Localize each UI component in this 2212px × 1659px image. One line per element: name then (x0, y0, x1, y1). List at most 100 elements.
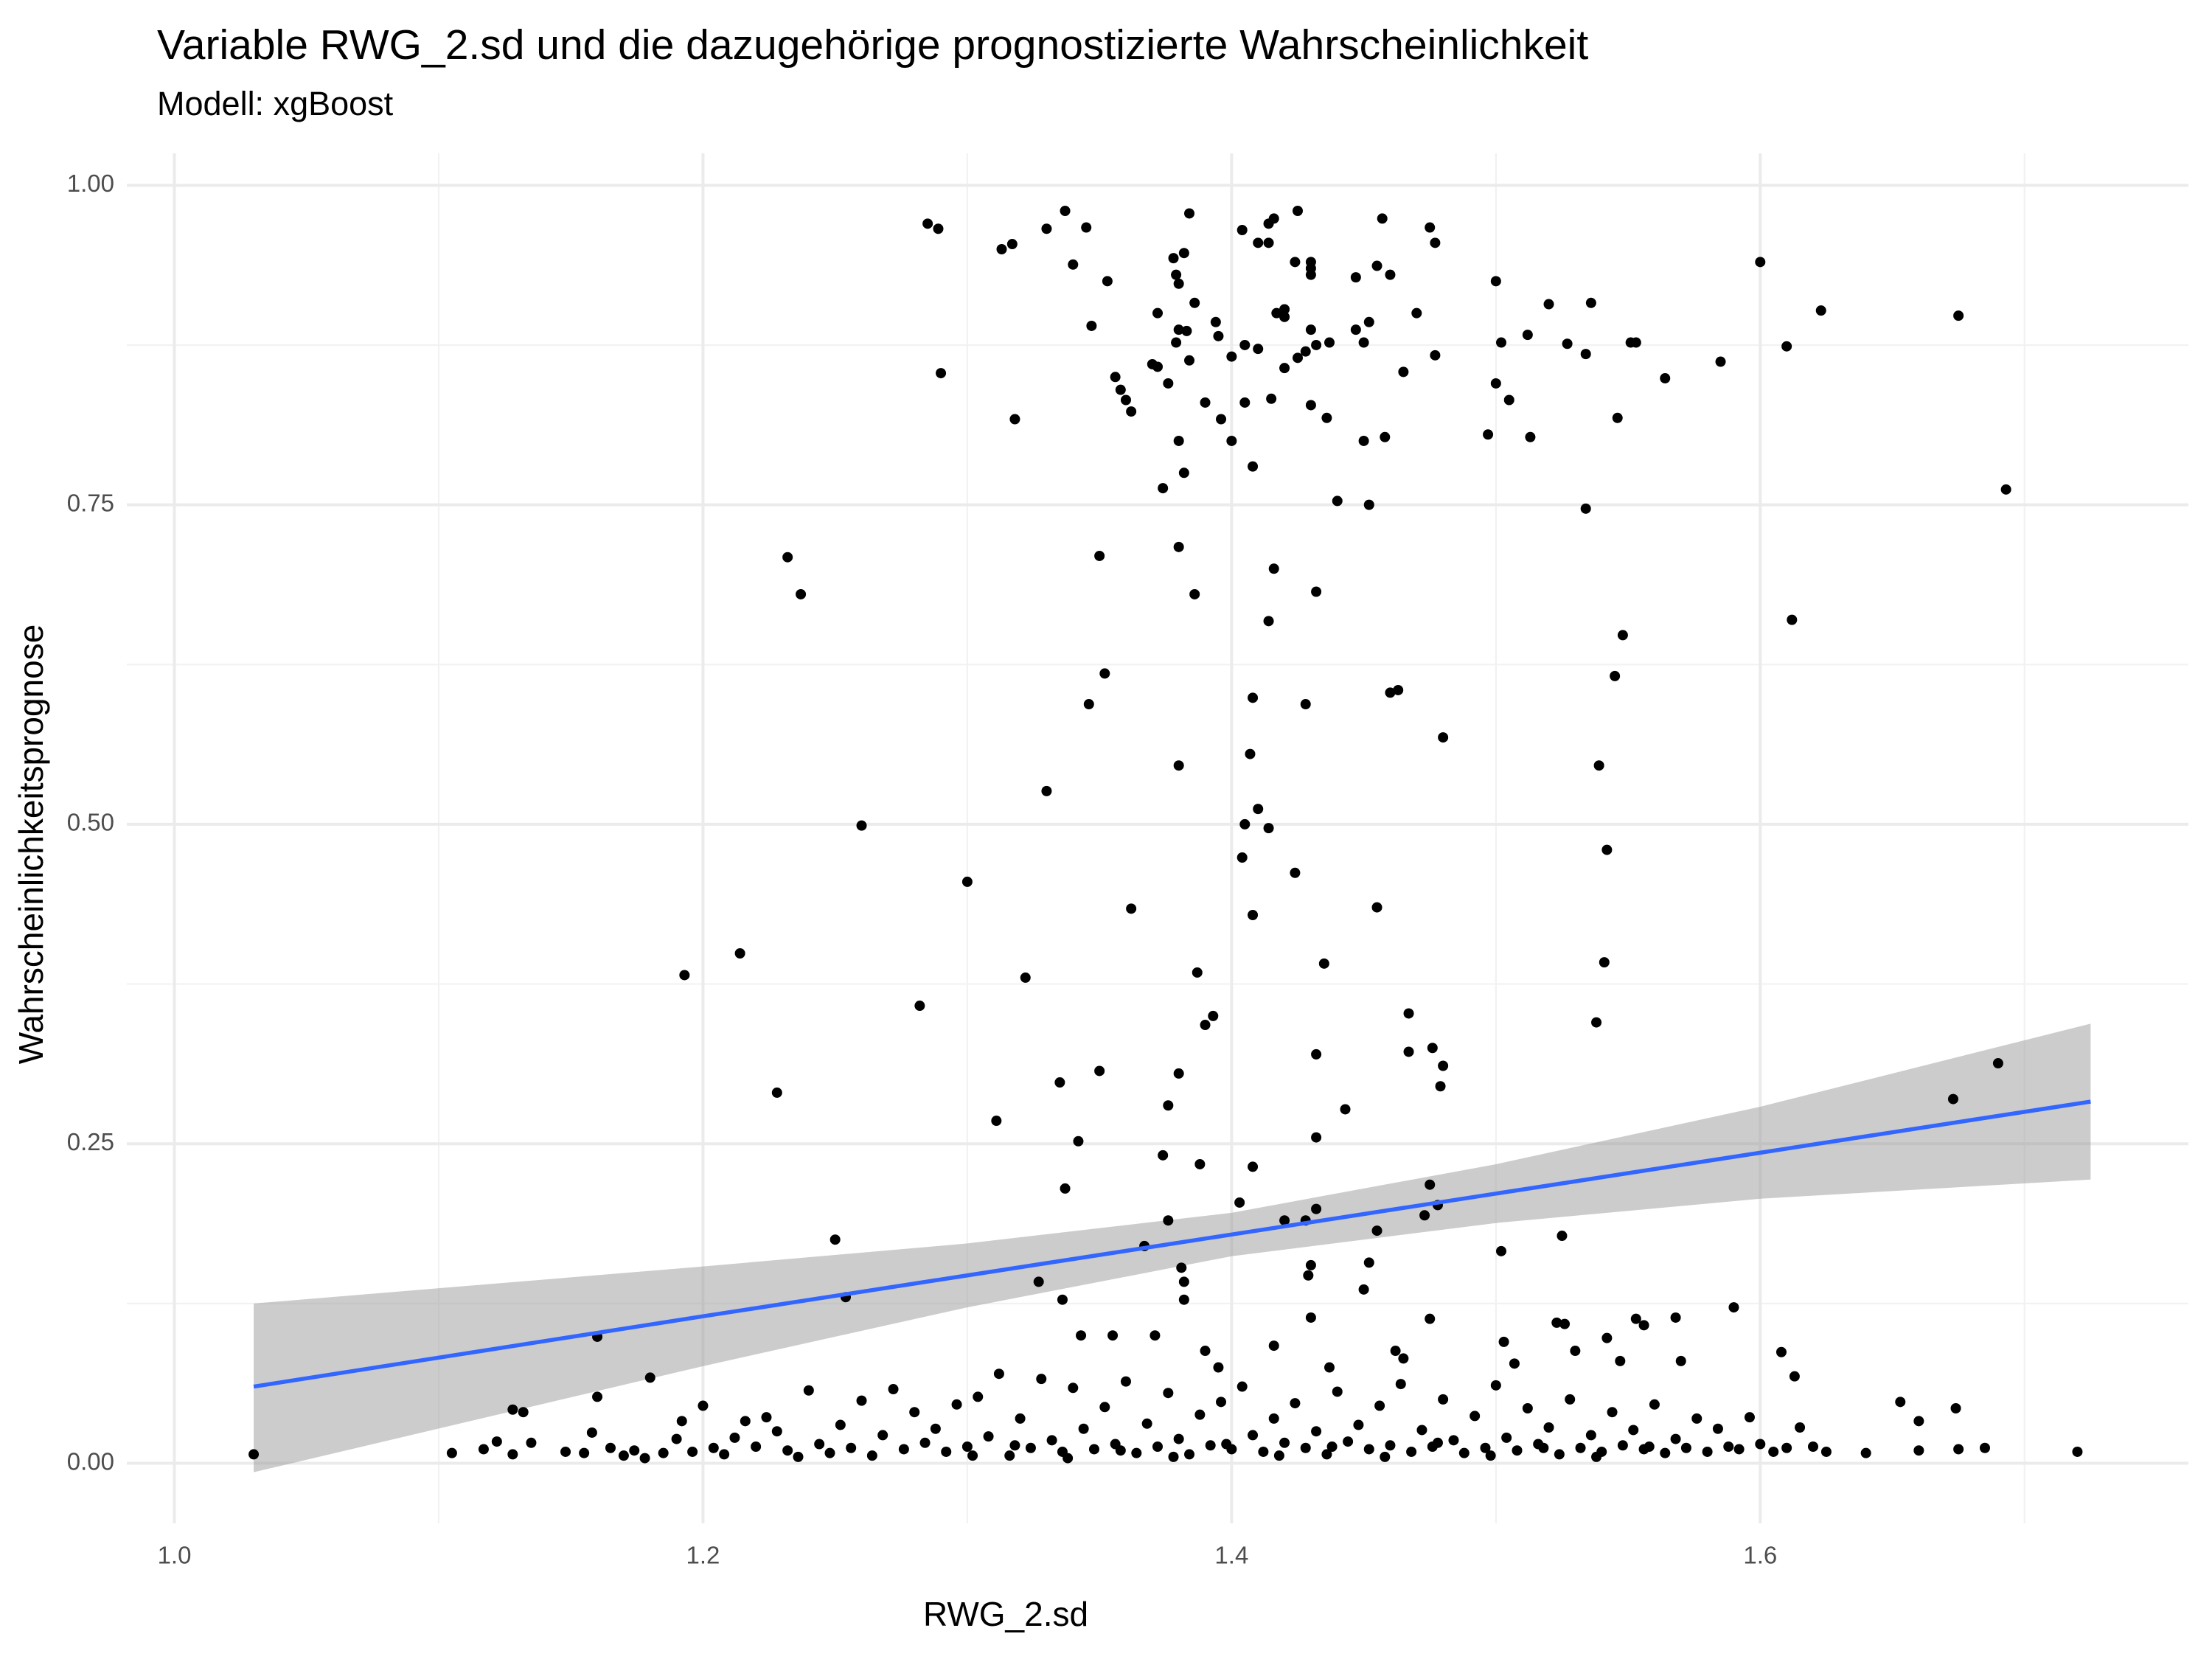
point (1271, 307, 1282, 319)
point (478, 1444, 489, 1455)
point (1425, 1313, 1436, 1324)
point (1612, 412, 1623, 423)
point (1599, 957, 1610, 968)
point (919, 1437, 931, 1448)
point (586, 1427, 597, 1438)
point (1490, 1380, 1501, 1391)
point (248, 1449, 260, 1460)
point (1660, 373, 1671, 384)
point (1200, 1346, 1211, 1357)
point (1152, 1441, 1163, 1453)
point (856, 1395, 867, 1406)
point (2000, 484, 2011, 495)
point (1068, 1382, 1079, 1394)
point (1083, 699, 1094, 710)
point (1512, 1445, 1523, 1456)
point (708, 1442, 719, 1453)
point (1173, 324, 1184, 335)
point (1580, 349, 1591, 360)
point (1094, 550, 1105, 561)
point (1610, 670, 1621, 681)
x-axis-title: RWG_2.sd (923, 1595, 1088, 1633)
point (877, 1430, 888, 1441)
x-tick-label: 1.6 (1743, 1542, 1777, 1569)
points-layer (248, 205, 2083, 1464)
point (961, 876, 973, 887)
point (993, 1368, 1004, 1380)
point (1728, 1302, 1739, 1313)
point (1363, 316, 1374, 327)
point (1321, 1449, 1332, 1460)
point (1311, 1203, 1322, 1214)
point (1992, 1058, 2003, 1069)
point (1585, 1430, 1596, 1441)
point (1562, 338, 1573, 349)
point (1570, 1346, 1581, 1357)
point (1102, 276, 1113, 287)
y-tick-label: 1.00 (67, 170, 114, 197)
point (1292, 205, 1303, 216)
point (914, 1001, 925, 1012)
point (1126, 406, 1137, 417)
point (1501, 1432, 1512, 1443)
point (1543, 299, 1554, 310)
point (1311, 1048, 1322, 1060)
point (734, 947, 745, 959)
point (1503, 394, 1514, 406)
point (1120, 1376, 1131, 1387)
point (1305, 269, 1316, 280)
point (1171, 337, 1182, 348)
point (1374, 1400, 1385, 1411)
point (1239, 818, 1251, 830)
point (1060, 1183, 1071, 1194)
point (1607, 1407, 1618, 1418)
point (1210, 316, 1221, 327)
point (973, 1391, 984, 1402)
point (1141, 1418, 1152, 1429)
point (1248, 1161, 1259, 1172)
point (1168, 1451, 1179, 1462)
point (1311, 586, 1322, 597)
point (1239, 339, 1251, 350)
point (740, 1416, 751, 1427)
point (1173, 760, 1184, 771)
point (1163, 378, 1174, 389)
point (1173, 278, 1184, 289)
point (866, 1450, 877, 1461)
point (1279, 304, 1290, 315)
y-tick-label: 0.75 (67, 489, 114, 516)
point (835, 1419, 846, 1430)
point (1268, 1413, 1279, 1424)
fit-line-layer (253, 1099, 2091, 1389)
point (1490, 276, 1501, 287)
point (1041, 223, 1052, 234)
point (1860, 1447, 1871, 1458)
point (1554, 1449, 1565, 1460)
point (1221, 1439, 1232, 1450)
point (1099, 1402, 1110, 1413)
point (782, 1445, 793, 1456)
point (1305, 1312, 1316, 1323)
point (1131, 1447, 1142, 1458)
point (1557, 1231, 1568, 1242)
point (1205, 1440, 1216, 1451)
point (1628, 1425, 1639, 1436)
point (1173, 1068, 1184, 1079)
point (1509, 1358, 1520, 1369)
point (1163, 1215, 1174, 1226)
point (1498, 1336, 1509, 1347)
point (1350, 324, 1361, 335)
point (1115, 384, 1126, 395)
point (1213, 330, 1224, 341)
y-tick-label: 0.25 (67, 1128, 114, 1155)
point (1311, 1132, 1322, 1143)
point (1305, 1259, 1316, 1270)
x-tick-label: 1.4 (1214, 1542, 1248, 1569)
point (1496, 337, 1506, 348)
point (1041, 785, 1052, 796)
point (719, 1449, 730, 1460)
point (1279, 1215, 1290, 1226)
point (1781, 341, 1792, 352)
point (1585, 297, 1596, 308)
point (761, 1412, 772, 1423)
